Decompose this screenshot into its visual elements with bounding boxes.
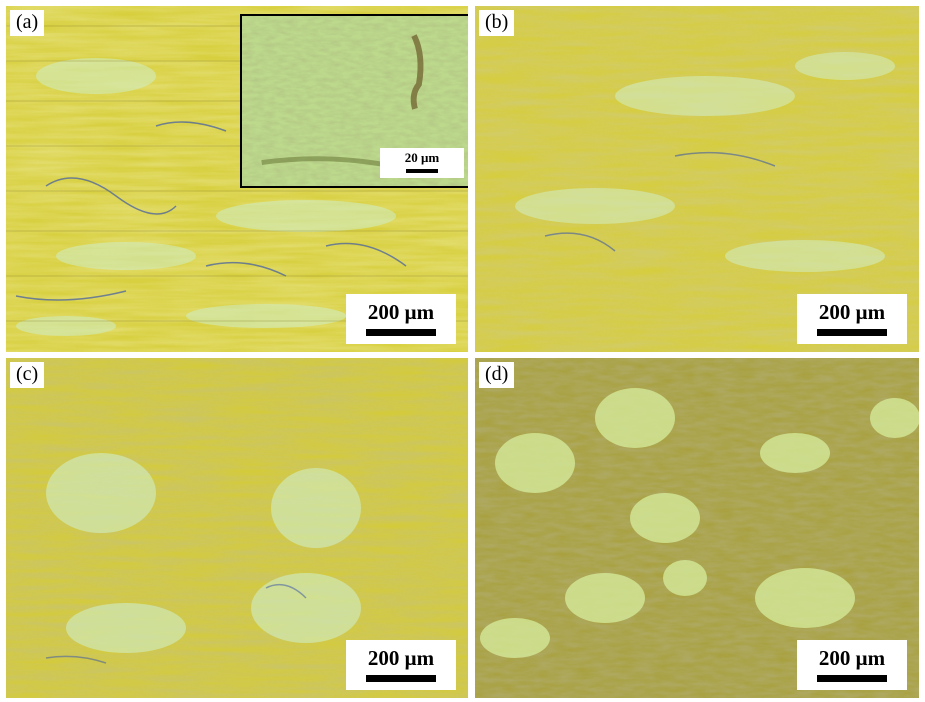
micrograph-panel-b: (b) 200 μm <box>475 6 919 352</box>
inset-scale-line <box>406 169 438 173</box>
panel-label: (a) <box>10 10 45 36</box>
scale-line <box>366 675 436 682</box>
panel-label: (b) <box>479 10 515 36</box>
micrograph-panel-a: (a) 20 μm 200 μm <box>6 6 468 352</box>
scale-bar: 200 μm <box>346 640 456 690</box>
scale-bar: 200 μm <box>797 294 907 344</box>
inset-scale-label: 20 μm <box>404 150 440 165</box>
panel-label: (d) <box>479 362 515 388</box>
inset-scale-bar: 20 μm <box>380 148 464 178</box>
scale-line <box>366 329 436 336</box>
scale-bar: 200 μm <box>797 640 907 690</box>
panel-label: (c) <box>10 362 45 388</box>
scale-bar: 200 μm <box>346 294 456 344</box>
scale-label: 200 μm <box>367 300 435 324</box>
scale-label: 200 μm <box>818 646 886 670</box>
micrograph-panel-d: (d) 200 μm <box>475 358 919 698</box>
scale-line <box>817 675 887 682</box>
micrograph-panel-c: (c) 200 μm <box>6 358 468 698</box>
inset-micrograph: 20 μm <box>240 14 468 188</box>
micrograph-image-b <box>475 6 919 352</box>
scale-line <box>817 329 887 336</box>
scale-label: 200 μm <box>367 646 435 670</box>
scale-label: 200 μm <box>818 300 886 324</box>
